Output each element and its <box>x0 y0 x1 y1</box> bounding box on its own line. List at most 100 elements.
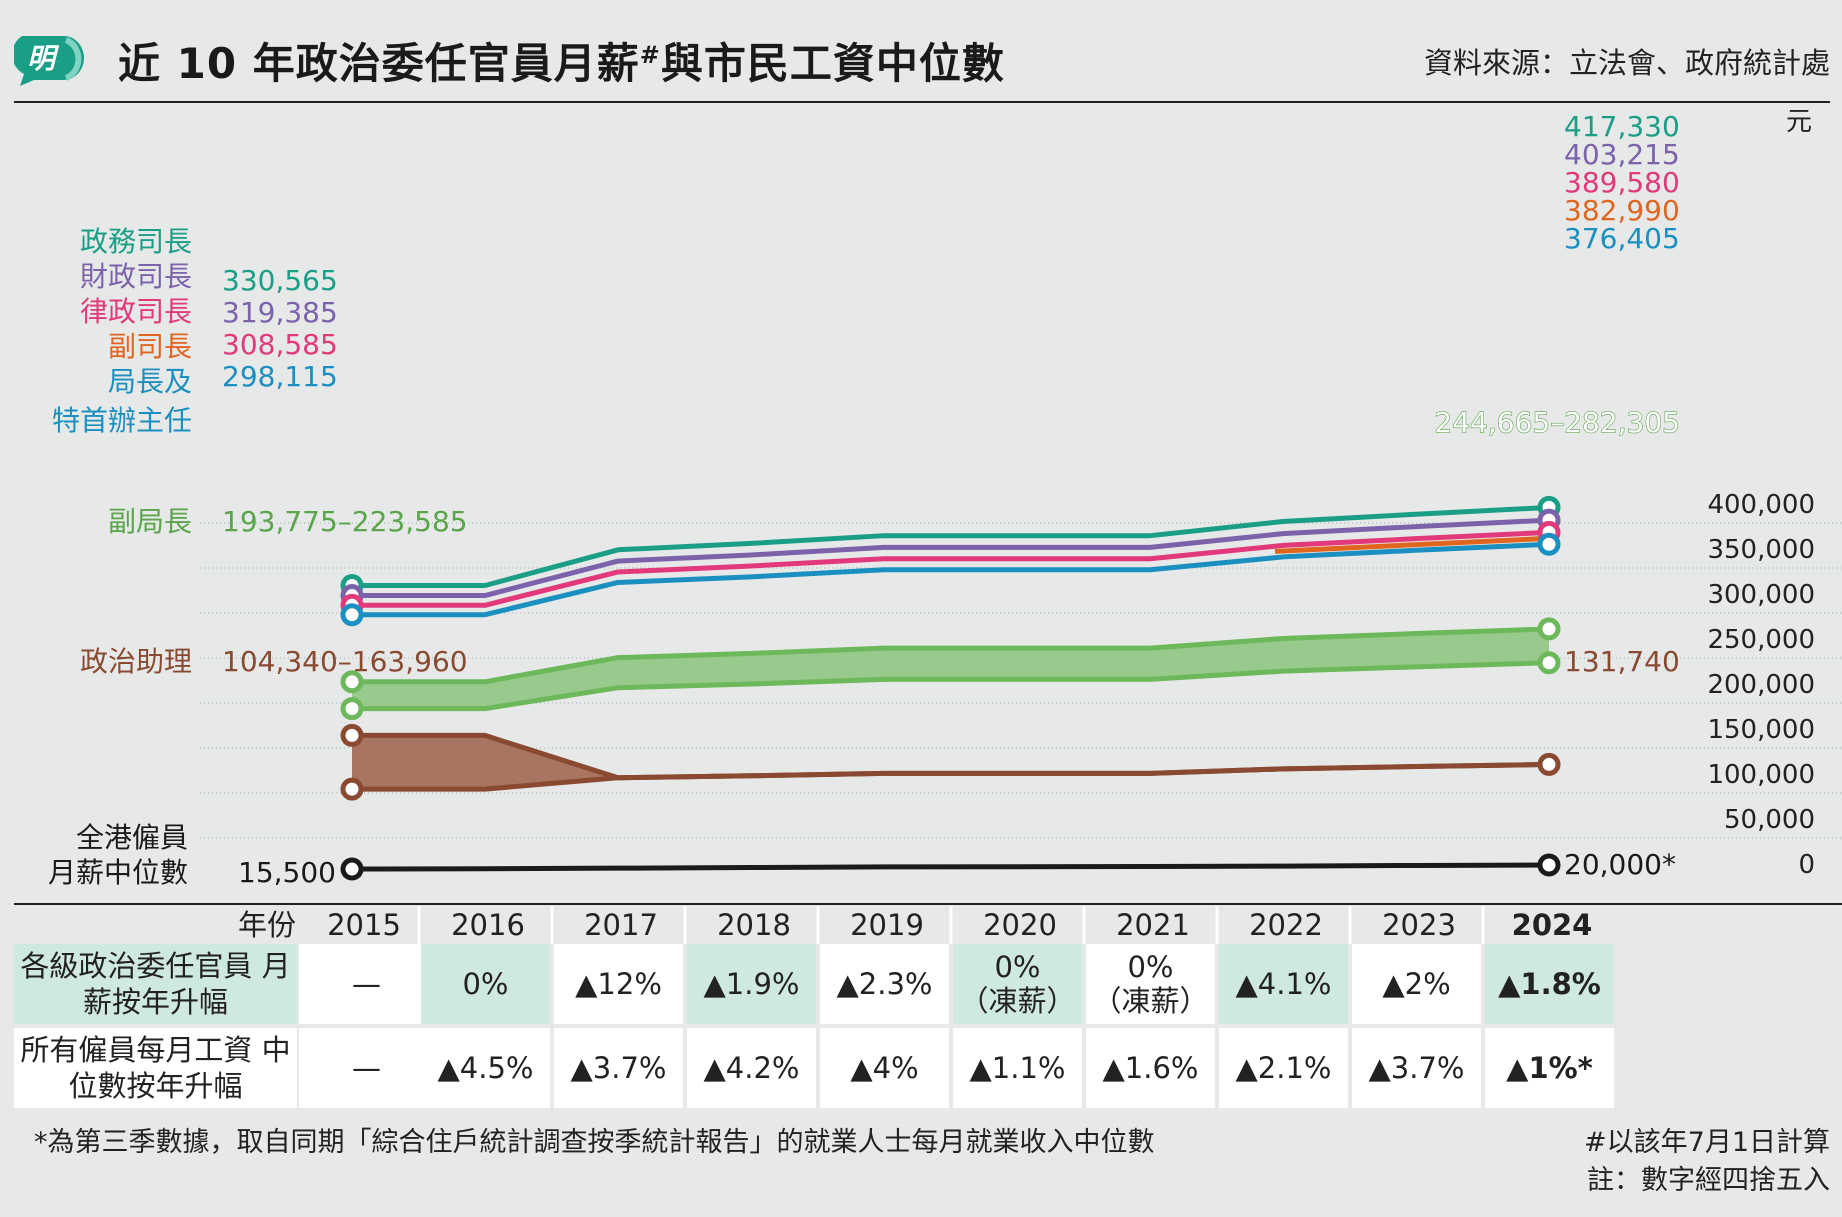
title-hash: # <box>639 41 661 69</box>
source-note: 資料來源：立法會、政府統計處 <box>1423 46 1830 80</box>
end-label-median: 20,000* <box>1564 848 1676 881</box>
year-header: 年份 <box>238 908 296 942</box>
year-labels: 2015 2016 2017 2018 2019 2020 2021 2022 2023 2024 <box>327 906 1592 944</box>
y-tick-label: 100,000 <box>1707 760 1815 790</box>
start-label-fs: 319,385 <box>222 296 338 329</box>
label-bureau-1: 局長及 <box>108 365 192 398</box>
median-end-point <box>1537 853 1561 877</box>
band-start-high-point <box>340 723 364 747</box>
table-cell: ▲1.8% <box>1485 944 1614 1024</box>
table-cell: — <box>299 944 434 1024</box>
year-label: 2024 <box>1512 908 1593 942</box>
band-end-low-point <box>1537 752 1561 776</box>
series-line-4 <box>352 541 1550 618</box>
end-label-pol-asst: 131,740 <box>1564 645 1680 678</box>
year-label: 2016 <box>451 908 525 942</box>
table-cell: ▲3.7% <box>554 1028 683 1108</box>
start-label-median: 15,500 <box>238 856 336 889</box>
label-under-sec: 副局長 <box>108 505 192 538</box>
label-fs: 財政司長 <box>80 260 192 293</box>
median-start-point <box>340 857 364 881</box>
series-line-2 <box>352 529 1550 608</box>
label-bureau-2: 特首辦主任 <box>52 404 192 437</box>
table-row: 所有僱員每月工資 中位數按年升幅 — ▲4.5% ▲3.7% ▲4.2% ▲4% ▲1.1… <box>14 1028 1830 1108</box>
end-label-sj: 389,580 <box>1564 166 1680 199</box>
table-cell: ▲1.6% <box>1086 1028 1215 1108</box>
end-point <box>1537 532 1561 556</box>
year-label: 2022 <box>1249 908 1323 942</box>
table-cell: ▲4% <box>820 1028 949 1108</box>
end-label-bureau: 376,405 <box>1564 222 1680 255</box>
end-label-under-sec: 244,665–282,305 <box>1434 406 1680 439</box>
year-label: 2019 <box>850 908 924 942</box>
row-header-employees: 所有僱員每月工資 中位數按年升幅 <box>14 1028 297 1108</box>
note-hash: #以該年7月1日計算 <box>1584 1127 1830 1158</box>
table-cell: 0% （凍薪） <box>1086 944 1215 1024</box>
end-label-cs: 417,330 <box>1564 110 1680 143</box>
end-label-fs: 403,215 <box>1564 138 1680 171</box>
band-end-low-point <box>1537 651 1561 675</box>
y-tick-label: 400,000 <box>1707 490 1815 520</box>
band-area-0 <box>352 628 1549 709</box>
footnote: *為第三季數據，取自同期「綜合住戶統計調查按季統計報告」的就業人士每月就業收入中… <box>34 1127 1155 1158</box>
band-low-line-1 <box>352 761 1550 792</box>
label-sj: 律政司長 <box>80 295 192 328</box>
label-median-1: 全港僱員 <box>76 821 188 854</box>
start-label-bureau: 298,115 <box>222 360 338 393</box>
y-tick-label: 350,000 <box>1707 535 1815 565</box>
year-label: 2021 <box>1116 908 1190 942</box>
y-tick-label: 200,000 <box>1707 670 1815 700</box>
start-label-pol-asst: 104,340–163,960 <box>222 645 468 678</box>
start-label-sj: 308,585 <box>222 328 338 361</box>
y-tick-label: 50,000 <box>1724 805 1815 835</box>
table-cell: ▲2% <box>1352 944 1481 1024</box>
chart-title: 近 10 年政治委任官員月薪#與市民工資中位數 <box>118 30 1005 91</box>
table-cell: 0% （凍薪） <box>953 944 1082 1024</box>
y-tick-label: 300,000 <box>1707 580 1815 610</box>
year-label: 2017 <box>584 908 658 942</box>
title-tail: 與市民工資中位數 <box>660 39 1005 88</box>
label-median-2: 月薪中位數 <box>48 856 188 889</box>
table-cell: ▲2.3% <box>820 944 949 1024</box>
band-area-1 <box>352 735 1549 790</box>
table-cell: — <box>299 1028 434 1108</box>
table-row: 各級政治委任官員 月薪按年升幅 —0% ▲12% ▲1.9% ▲2.3% 0% （凍薪）… <box>14 944 1830 1024</box>
series-lines <box>351 504 1550 872</box>
end-label-deputy-sec: 382,990 <box>1564 194 1680 227</box>
row-header-officials: 各級政治委任官員 月薪按年升幅 <box>14 944 297 1024</box>
year-label: 2020 <box>983 908 1057 942</box>
salary-chart: 400,000 350,000 300,000 250,000 200,000 150,0… <box>14 107 1842 944</box>
header-divider <box>14 101 1830 103</box>
table-cell: ▲4.2% <box>687 1028 816 1108</box>
note-rounding: 註：數字經四捨五入 <box>1587 1165 1830 1196</box>
label-deputy-sec: 副司長 <box>108 330 192 363</box>
label-pol-asst: 政治助理 <box>80 645 192 678</box>
band-start-high-point <box>340 670 364 694</box>
band-low-line-0 <box>352 660 1550 712</box>
label-cs: 政務司長 <box>80 225 192 258</box>
band-start-low-point <box>340 777 364 801</box>
year-label: 2015 <box>327 908 401 942</box>
table-cell: ▲1.1% <box>953 1028 1082 1108</box>
table-cell: ▲4.5% <box>421 1028 550 1108</box>
table-cell: ▲2.1% <box>1219 1028 1348 1108</box>
band-end-high-point <box>1537 617 1561 641</box>
table-cell: ▲3.7% <box>1352 1028 1481 1108</box>
median-line <box>351 862 1550 872</box>
table-cell: ▲1%* <box>1485 1028 1614 1108</box>
range-bands <box>352 626 1550 792</box>
series-line-3 <box>1274 535 1550 554</box>
series-markers <box>340 495 1561 881</box>
title-main: 近 10 年政治委任官員月薪 <box>118 39 640 88</box>
start-label-under-sec: 193,775–223,585 <box>222 505 468 538</box>
band-start-low-point <box>340 697 364 721</box>
table-cell: ▲4.1% <box>1219 944 1348 1024</box>
y-tick-label: 150,000 <box>1707 715 1815 745</box>
y-tick-label: 0 <box>1798 850 1815 880</box>
logo-char: 明 <box>27 42 60 75</box>
year-label: 2023 <box>1382 908 1456 942</box>
start-point <box>340 603 364 627</box>
table-cell: 0% <box>421 944 550 1024</box>
